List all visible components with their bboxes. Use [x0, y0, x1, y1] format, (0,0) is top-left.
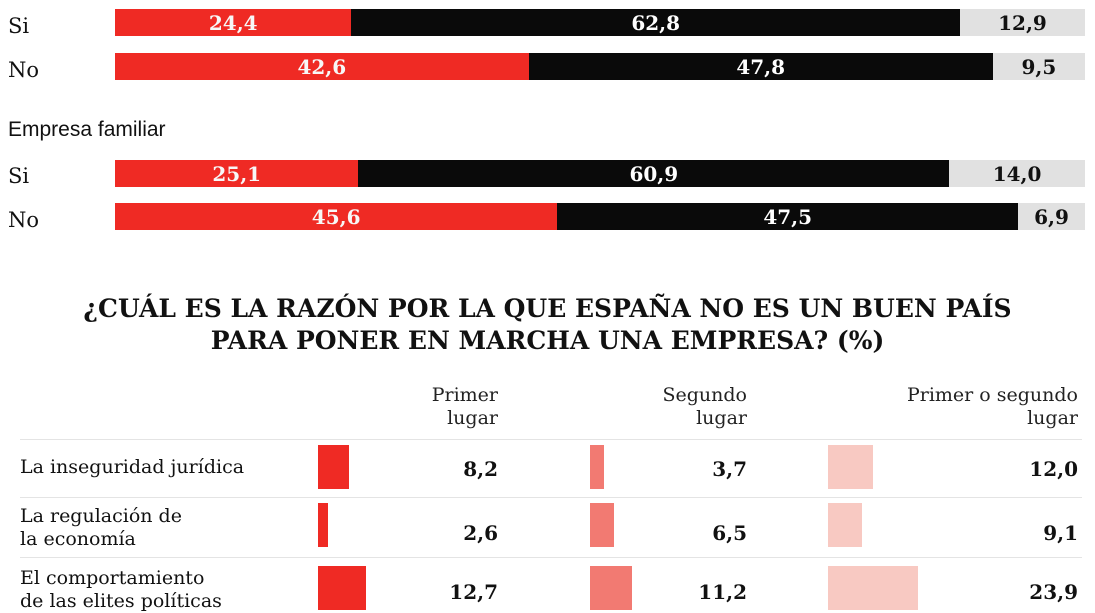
top-stacked-bar: 42,6 47,8 9,5	[115, 53, 1085, 80]
top-segment-2: 62,8	[351, 9, 960, 36]
question-title: ¿CUÁL ES LA RAZÓN POR LA QUE ESPAÑA NO E…	[0, 293, 1095, 357]
question-title-line-1: ¿CUÁL ES LA RAZÓN POR LA QUE ESPAÑA NO E…	[83, 294, 1012, 323]
question-title-line-2: PARA PONER EN MARCHA UNA EMPRESA? (%)	[210, 326, 885, 355]
table-value-col-3: 23,9	[1029, 580, 1078, 604]
segment-value-label: 47,8	[736, 54, 786, 79]
segment-value-label: 24,4	[208, 10, 258, 35]
table-row-label-line: de las elites políticas	[20, 590, 222, 612]
segment-value-label: 6,9	[1034, 204, 1069, 229]
table-bar-col-3	[828, 445, 873, 489]
top-segment-2: 47,8	[528, 53, 993, 80]
table-bar-col-1	[318, 503, 328, 547]
familiar-stacked-bar: 45,6 47,5 6,9	[115, 203, 1085, 230]
segment-value-label: 62,8	[631, 10, 681, 35]
familiar-stacked-bar: 25,1 60,9 14,0	[115, 160, 1085, 187]
column-header-line: Segundo	[662, 384, 748, 406]
table-row-label: La inseguridad jurídica	[20, 456, 280, 479]
familiar-segment-2: 47,5	[557, 203, 1019, 230]
table-row-label-line: La inseguridad jurídica	[20, 456, 245, 478]
table-bar-col-3	[828, 503, 863, 547]
familiar-segment-3: 6,9	[1018, 203, 1085, 230]
section-title-empresa-familiar: Empresa familiar	[8, 118, 166, 141]
table-row-label-line: La regulación de	[20, 505, 182, 527]
table-bar-col-3	[828, 566, 918, 610]
table-bar-col-2	[590, 566, 632, 610]
column-header-line: lugar	[447, 407, 498, 429]
segment-value-label: 60,9	[629, 161, 679, 186]
familiar-segment-1: 45,6	[115, 203, 558, 230]
table-divider	[20, 557, 1082, 558]
table-value-col-1: 8,2	[463, 457, 498, 481]
top-row-label: No	[8, 58, 40, 82]
segment-value-label: 14,0	[992, 161, 1042, 186]
familiar-segment-3: 14,0	[949, 160, 1085, 187]
column-header-1: Primer lugar	[278, 384, 498, 430]
familiar-row-label: Si	[8, 164, 30, 188]
top-segment-1: 42,6	[115, 53, 529, 80]
table-bar-col-1	[318, 445, 349, 489]
table-value-col-3: 12,0	[1029, 457, 1078, 481]
top-segment-1: 24,4	[115, 9, 352, 36]
column-header-line: Primer o segundo	[906, 384, 1078, 406]
familiar-segment-1: 25,1	[115, 160, 359, 187]
column-header-line: lugar	[1027, 407, 1078, 429]
segment-value-label: 42,6	[297, 54, 347, 79]
table-row-label: El comportamiento de las elites políticas	[20, 567, 280, 613]
table-row-label-line: El comportamiento	[20, 567, 205, 589]
table-bar-col-2	[590, 445, 604, 489]
column-header-line: lugar	[696, 407, 747, 429]
segment-value-label: 12,9	[998, 10, 1047, 35]
table-value-col-2: 11,2	[698, 580, 747, 604]
top-stacked-bar: 24,4 62,8 12,9	[115, 9, 1085, 36]
segment-value-label: 9,5	[1021, 54, 1057, 79]
table-divider	[20, 439, 1082, 440]
table-value-col-2: 3,7	[712, 457, 747, 481]
table-row-label: La regulación de la economía	[20, 505, 280, 551]
column-header-2: Segundo lugar	[527, 384, 748, 430]
top-segment-3: 9,5	[992, 53, 1085, 80]
segment-value-label: 25,1	[212, 161, 262, 186]
table-value-col-1: 2,6	[463, 521, 498, 545]
segment-value-label: 45,6	[311, 204, 361, 229]
table-row-label-line: la economía	[20, 528, 136, 550]
table-value-col-3: 9,1	[1043, 521, 1078, 545]
familiar-segment-2: 60,9	[358, 160, 950, 187]
table-value-col-2: 6,5	[712, 521, 747, 545]
segment-value-label: 47,5	[763, 204, 813, 229]
column-header-3: Primer o segundo lugar	[858, 384, 1078, 430]
column-header-line: Primer	[431, 384, 498, 406]
table-bar-col-2	[590, 503, 615, 547]
top-row-label: Si	[8, 14, 30, 38]
table-value-col-1: 12,7	[449, 580, 498, 604]
table-divider	[20, 497, 1082, 498]
top-segment-3: 12,9	[959, 9, 1085, 36]
table-bar-col-1	[318, 566, 366, 610]
familiar-row-label: No	[8, 208, 40, 232]
